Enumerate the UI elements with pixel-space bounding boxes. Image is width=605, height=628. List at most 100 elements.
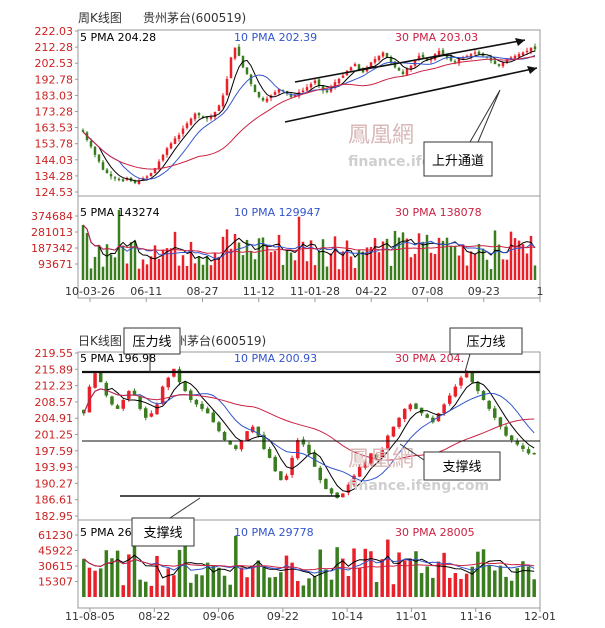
volume-bar	[200, 575, 204, 597]
volume-bar	[493, 230, 497, 280]
candle-body	[155, 404, 159, 415]
candle-body	[256, 426, 261, 436]
x-tick-label: 06-11	[130, 285, 162, 298]
candle-body	[442, 404, 446, 414]
candle-body	[157, 161, 161, 169]
volume-bar	[193, 263, 197, 280]
volume-bar	[447, 577, 452, 597]
candle-body	[457, 59, 461, 64]
volume-bar	[211, 565, 216, 597]
volume-bar	[352, 548, 356, 597]
price-tick-label: 197.59	[35, 445, 74, 458]
volume-bar	[284, 555, 289, 597]
volume-bar	[481, 549, 486, 597]
volume-bar	[501, 259, 505, 280]
volume-bar	[357, 249, 361, 280]
volume-bar	[325, 266, 329, 280]
candle-body	[497, 64, 501, 66]
volume-bar	[121, 245, 125, 280]
volume-tick-label: 374684	[31, 210, 73, 223]
candle-body	[105, 169, 109, 174]
volume-bar	[453, 245, 457, 280]
x-tick-label: 09-23	[468, 285, 500, 298]
candle-body	[431, 417, 435, 423]
volume-bar	[277, 234, 281, 280]
candle-body	[81, 130, 85, 132]
x-tick-label: 11-08-05	[65, 610, 115, 623]
volume-bar	[169, 248, 173, 280]
volume-bar	[345, 240, 349, 280]
volume-bar	[173, 231, 177, 280]
volume-bar	[181, 255, 185, 280]
volume-bar	[205, 256, 209, 280]
volume-bar	[149, 256, 153, 280]
candle-body	[117, 178, 121, 180]
candle-body	[104, 382, 109, 396]
price-tick-label: 186.61	[35, 494, 74, 507]
candle-body	[239, 440, 244, 450]
price-tick-label: 212.23	[35, 380, 74, 393]
candle-body	[89, 141, 93, 147]
candle-body	[261, 98, 265, 101]
volume-bar	[289, 252, 293, 280]
volume-bar	[93, 256, 97, 280]
volume-bar	[505, 259, 509, 280]
candle-body	[250, 426, 255, 433]
candle-body	[149, 413, 154, 417]
x-tick-label: 11-01	[395, 610, 427, 623]
candle-body	[115, 405, 120, 409]
candle-body	[193, 113, 197, 120]
volume-bar	[442, 552, 446, 597]
candle-body	[309, 83, 313, 88]
price-ma-line-30	[83, 388, 535, 461]
watermark-url: finance.ifeng.com	[348, 478, 489, 494]
candle-body	[166, 377, 171, 388]
volume-bar	[470, 566, 475, 597]
candle-body	[333, 82, 337, 88]
volume-bar	[433, 254, 437, 280]
volume-bar	[249, 250, 253, 280]
candle-body	[138, 396, 142, 409]
candle-body	[318, 467, 323, 481]
volume-bar	[157, 259, 161, 280]
candle-body	[153, 168, 157, 174]
price-ma-legend: 30 PMA 204.	[395, 352, 464, 365]
candle-body	[469, 54, 473, 57]
volume-tick-label: 93671	[38, 258, 73, 271]
price-tick-label: 163.53	[35, 122, 74, 135]
volume-bar	[237, 242, 241, 280]
x-tick-label: 08-22	[138, 610, 170, 623]
candle-body	[493, 408, 497, 418]
candle-body	[245, 431, 249, 441]
price-ma-legend: 5 PMA 204.28	[80, 31, 156, 44]
candle-body	[533, 46, 537, 50]
volume-bar	[346, 575, 351, 597]
stock-name: 贵州茅台(600519)	[143, 10, 246, 25]
volume-bar	[498, 565, 503, 597]
candle-body	[470, 372, 475, 383]
volume-bar	[113, 257, 117, 280]
price-ma-line-10	[82, 55, 536, 180]
candle-body	[209, 116, 213, 119]
candle-body	[290, 457, 294, 475]
volume-bar	[209, 265, 213, 280]
volume-bar	[409, 257, 413, 280]
stock-name: 贵州茅台(600519)	[163, 333, 266, 348]
candle-body	[217, 422, 221, 432]
price-ma-line-5	[83, 380, 535, 493]
candle-body	[341, 493, 345, 498]
volume-bar	[318, 549, 323, 597]
volume-bar	[285, 249, 289, 280]
candle-body	[389, 56, 393, 63]
volume-bar	[221, 236, 225, 280]
volume-bar	[89, 268, 93, 280]
candle-body	[447, 395, 452, 404]
volume-bar	[201, 264, 205, 280]
price-tick-label: 208.57	[35, 396, 74, 409]
volume-bar	[476, 551, 480, 597]
volume-bar	[143, 581, 148, 597]
callout-support-left: 支撑线	[143, 526, 182, 541]
volume-bar	[166, 568, 171, 597]
channel-upper-line	[294, 39, 526, 83]
candle-body	[97, 154, 101, 162]
